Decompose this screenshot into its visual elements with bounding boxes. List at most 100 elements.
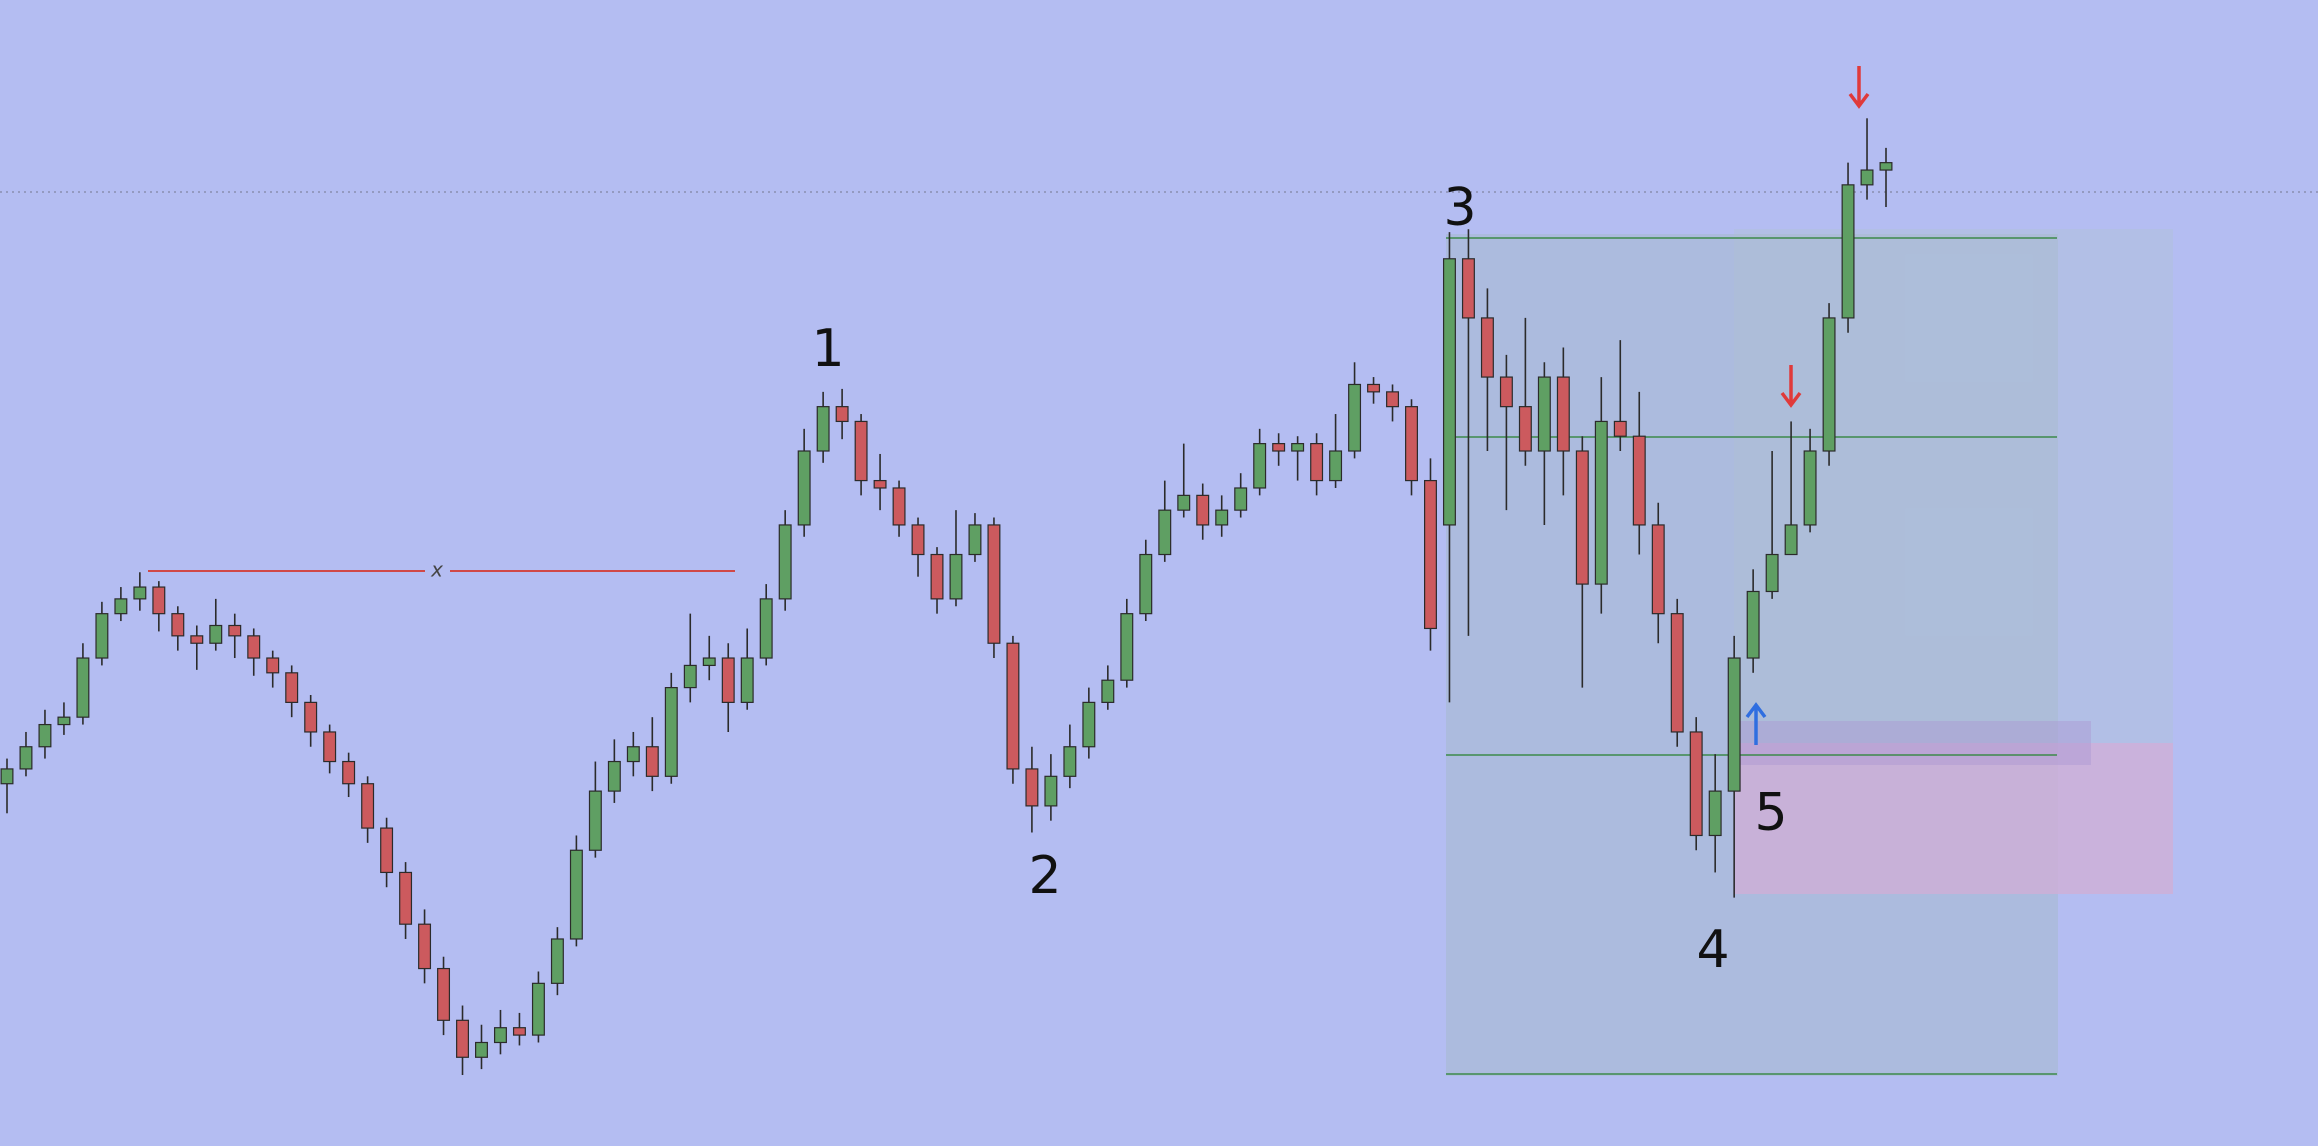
candle-body [228,624,242,637]
buy-arrow [1745,702,1767,745]
candle-body [1765,553,1779,593]
candle-body [285,672,299,703]
candle-body [1518,406,1532,452]
candle-body [740,657,754,703]
candle-body [475,1041,488,1058]
candle-body [721,657,735,703]
wave-label: 5 [1754,783,1787,843]
candle-body [1670,613,1684,733]
candle-body [380,827,394,874]
level-lines [1446,237,2057,1075]
candle-body [797,450,811,526]
candle-body [1499,376,1513,408]
candle-body [1367,383,1381,393]
candle-body [1196,494,1210,526]
candle-body [645,746,659,777]
candle-body [1177,494,1191,511]
candle-body [1082,701,1096,748]
candle-body [1101,679,1115,703]
candle-body [266,657,280,674]
candle-body [588,790,602,851]
candle-body [1879,162,1893,171]
candle-body [1234,487,1248,511]
candle-body [1139,553,1153,615]
candle-body [1424,479,1437,630]
candle-body [1348,383,1362,452]
candle-body [683,664,697,689]
candle-body [550,938,564,984]
candle-body [1860,169,1874,186]
candle-body [1784,524,1798,556]
candle-body [949,553,963,600]
candle-body [1006,642,1020,770]
candle-body [531,982,545,1036]
candle-body [114,598,128,615]
wave-label: 4 [1696,920,1729,980]
candle-body [1689,731,1703,837]
candle-body [1594,420,1608,585]
candle-body [1575,450,1589,585]
candle-body [569,849,583,940]
candle-body [1803,450,1817,526]
candle-body [247,635,261,659]
candle-body [190,635,204,644]
candle-body [664,686,678,777]
candle-body [323,731,337,763]
candle-body [95,613,109,659]
candle-body [1651,524,1665,615]
candle-body [399,871,413,925]
candle-body [1556,376,1570,452]
candle-body [1025,768,1039,807]
candle-body [626,746,640,763]
wave-label: 2 [1028,846,1061,906]
candle-body [38,723,52,748]
candle-body [1537,376,1551,452]
candle-body [437,967,451,1021]
wave-label: 3 [1443,178,1476,238]
candle-body [1158,509,1172,556]
candle-body [493,1027,507,1044]
candle-body [342,760,356,785]
candle-body [1632,435,1646,526]
candle-body [152,586,166,615]
candle-body [304,701,318,733]
candle-body [1822,317,1836,452]
candle-body [1405,406,1418,482]
candle-body [361,783,375,829]
candle-body [418,923,432,970]
candle-body [209,624,223,644]
candle-body [759,598,773,659]
candle-body [873,479,887,489]
candle-body [1727,657,1741,792]
candle-body [512,1027,526,1036]
sell-arrow [1848,66,1870,109]
candle-body [1613,420,1627,437]
candle-body [778,524,792,600]
candle-body [57,716,71,726]
candle-body [456,1019,469,1058]
candle-body [1841,184,1855,319]
candle-body [0,768,14,785]
candle-body [968,524,982,556]
candle-body [1329,450,1343,482]
candle-body [1310,443,1324,482]
candle-body [816,406,830,452]
candle-body [76,657,90,718]
candle-body [1272,443,1286,452]
candle-body [1480,317,1494,378]
candle-body [1215,509,1229,526]
candle-body [911,524,925,556]
candle-body [854,420,868,482]
candle-body [1044,775,1058,807]
candle-body [702,657,716,667]
candle-body [1291,443,1305,452]
zone-box [1734,743,2173,894]
candle-body [1120,613,1134,681]
candle-body [1442,258,1456,526]
candle-body [1708,790,1722,837]
candle-body [1386,391,1400,408]
candle-body [1746,590,1760,659]
candle-body [133,586,147,600]
wave-label: 1 [811,319,844,379]
